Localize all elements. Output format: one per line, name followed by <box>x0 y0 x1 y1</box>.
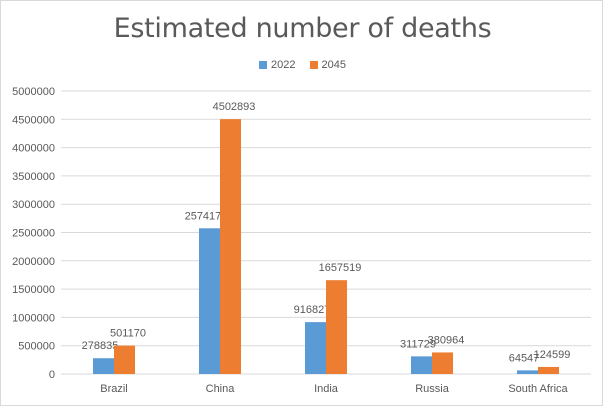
x-tick-label: Russia <box>415 383 450 395</box>
y-tick-label: 1500000 <box>12 284 55 296</box>
y-tick-label: 0 <box>49 369 55 381</box>
data-label-2045: 124599 <box>534 349 571 361</box>
y-tick-label: 2000000 <box>12 256 55 268</box>
bar-2022 <box>93 358 114 374</box>
x-tick-label: South Africa <box>508 383 568 395</box>
x-tick-label: China <box>206 383 236 395</box>
y-tick-label: 2500000 <box>12 228 55 240</box>
data-label-2045: 380964 <box>428 334 465 346</box>
y-tick-label: 500000 <box>18 341 55 353</box>
x-tick-label: Brazil <box>100 383 128 395</box>
y-tick-label: 3000000 <box>12 199 55 211</box>
y-tick-label: 4500000 <box>12 114 55 126</box>
legend-label-2022: 2022 <box>271 59 296 71</box>
bar-2022 <box>517 370 538 374</box>
bar-2045 <box>432 352 453 374</box>
legend-item-2022: 2022 <box>259 59 296 71</box>
data-label-2022: 311729 <box>400 338 436 350</box>
bar-2045 <box>326 280 347 374</box>
data-label-2045: 501170 <box>110 328 146 340</box>
legend-item-2045: 2045 <box>309 59 346 71</box>
legend-swatch-2045 <box>309 61 318 69</box>
legend: 2022 2045 <box>1 59 603 71</box>
y-tick-label: 3500000 <box>12 171 55 183</box>
bar-2045 <box>538 366 559 374</box>
data-label-2022: 916827 <box>294 304 331 316</box>
bar-2045 <box>220 119 241 374</box>
data-label-2022: 278835 <box>82 340 119 352</box>
bar-2022 <box>199 228 220 374</box>
bar-2045 <box>114 345 135 374</box>
bar-2022 <box>411 356 432 374</box>
data-label-2022: 64547 <box>509 352 540 364</box>
data-label-2045: 4502893 <box>213 101 256 113</box>
x-tick-label: India <box>314 383 339 395</box>
legend-label-2045: 2045 <box>321 59 346 71</box>
chart-title: Estimated number of deaths <box>113 13 492 44</box>
y-tick-label: 4000000 <box>12 143 55 155</box>
bar-2022 <box>305 322 326 374</box>
data-label-2022: 2574176 <box>185 210 228 222</box>
data-label-2045: 1657519 <box>319 262 362 274</box>
y-tick-label: 1000000 <box>12 312 55 324</box>
y-tick-label: 5000000 <box>12 86 55 98</box>
legend-swatch-2022 <box>259 61 268 69</box>
